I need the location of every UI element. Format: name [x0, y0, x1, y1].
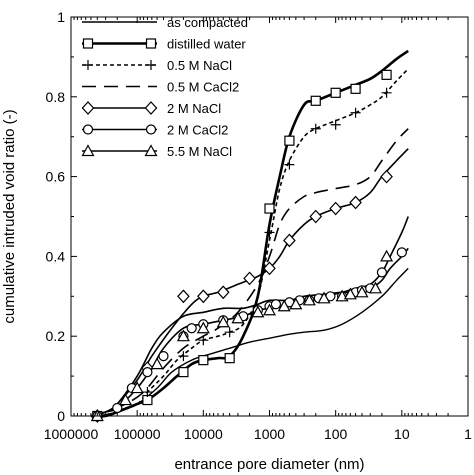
x-axis: 1000000 100000 10000 1000 100 10 1	[44, 17, 472, 442]
data-point	[264, 203, 275, 214]
data-point	[355, 285, 369, 298]
y-axis-title: cumulative intruded void ratio (-)	[1, 109, 18, 323]
legend-marker	[144, 101, 158, 115]
series-line	[90, 68, 409, 418]
data-point	[243, 271, 256, 286]
data-point	[178, 367, 189, 378]
data-point	[177, 289, 190, 304]
legend-marker	[145, 38, 157, 49]
data-point	[224, 327, 235, 338]
plot-lines	[90, 49, 409, 418]
data-point	[198, 355, 209, 366]
data-point	[376, 267, 388, 278]
series-line	[90, 128, 409, 417]
data-point	[270, 299, 282, 310]
data-point	[302, 293, 316, 306]
legend-marker	[81, 101, 95, 115]
data-point	[119, 393, 133, 406]
data-point	[231, 311, 245, 324]
data-point	[380, 169, 393, 184]
data-point	[381, 87, 392, 98]
y-tick-label: 0.6	[46, 169, 66, 185]
data-point	[264, 227, 275, 238]
legend-marker	[81, 144, 95, 157]
y-tick-label: 1	[57, 9, 65, 25]
data-point	[289, 297, 303, 310]
data-point	[349, 195, 362, 210]
legend-label: 0.5 M CaCl2	[167, 80, 239, 95]
data-point	[198, 335, 209, 346]
legend: as compacted distilled water 0.5 M NaCl 0.5…	[81, 15, 248, 159]
y-tick-label: 0	[57, 408, 65, 424]
data-point	[284, 135, 295, 146]
legend-label: 2 M NaCl	[167, 101, 221, 116]
legend-label: as compacted	[167, 15, 248, 30]
data-point	[112, 402, 123, 414]
data-point	[368, 281, 383, 294]
legend-marker	[145, 124, 157, 135]
data-point	[150, 357, 164, 370]
x-axis-title: entrance pore diameter (nm)	[174, 456, 364, 473]
data-point	[130, 381, 144, 394]
legend-marker	[146, 60, 156, 70]
data-point	[142, 387, 153, 398]
x-tick-label: 1000	[254, 426, 285, 442]
plot-frame	[70, 16, 469, 417]
x-tick-label: 10	[394, 426, 410, 442]
legend-marker	[82, 38, 94, 49]
data-point	[309, 209, 323, 224]
legend-label: distilled water	[167, 37, 246, 52]
data-point	[330, 119, 341, 130]
legend-marker	[82, 124, 94, 135]
data-point	[178, 351, 189, 362]
data-point	[263, 261, 276, 276]
data-point	[224, 353, 235, 364]
y-axis: 0 0.2 0.4 0.6 0.8 1	[46, 9, 468, 424]
y-tick-label: 0.4	[46, 248, 66, 264]
series-line	[90, 49, 409, 418]
legend-marker	[144, 144, 158, 157]
legend-label: 0.5 M NaCl	[167, 58, 232, 73]
data-point	[216, 315, 230, 328]
data-point	[158, 351, 169, 362]
data-point	[343, 287, 357, 300]
data-point	[317, 291, 331, 304]
data-point	[251, 305, 265, 318]
legend-label: 5.5 M NaCl	[167, 144, 232, 159]
legend-marker	[83, 60, 93, 70]
data-point	[277, 299, 291, 312]
data-point	[329, 201, 342, 216]
x-tick-label: 100	[324, 426, 348, 442]
data-point	[310, 95, 321, 106]
x-tick-label: 10000	[184, 426, 223, 442]
series-line	[97, 267, 409, 417]
data-point	[350, 83, 361, 94]
data-point	[381, 69, 392, 80]
data-point	[396, 247, 407, 258]
data-point	[380, 249, 394, 262]
y-tick-label: 0.8	[46, 89, 66, 105]
data-point	[262, 303, 277, 316]
data-point	[197, 289, 210, 304]
y-tick-label: 0.2	[46, 328, 66, 344]
x-tick-label: 1	[464, 426, 472, 442]
data-point	[142, 367, 153, 378]
x-tick-label: 100000	[114, 426, 161, 442]
x-tick-label: 1000000	[44, 426, 99, 442]
legend-label: 2 M CaCl2	[167, 123, 228, 138]
data-point	[186, 323, 197, 334]
data-point	[176, 329, 190, 342]
data-point	[283, 233, 296, 248]
data-point	[284, 159, 295, 170]
data-point	[196, 321, 210, 334]
data-point	[216, 285, 230, 300]
data-point	[350, 107, 361, 118]
data-point	[310, 123, 321, 134]
data-point	[330, 87, 341, 98]
plot-markers	[90, 69, 407, 423]
series-line	[90, 216, 409, 417]
